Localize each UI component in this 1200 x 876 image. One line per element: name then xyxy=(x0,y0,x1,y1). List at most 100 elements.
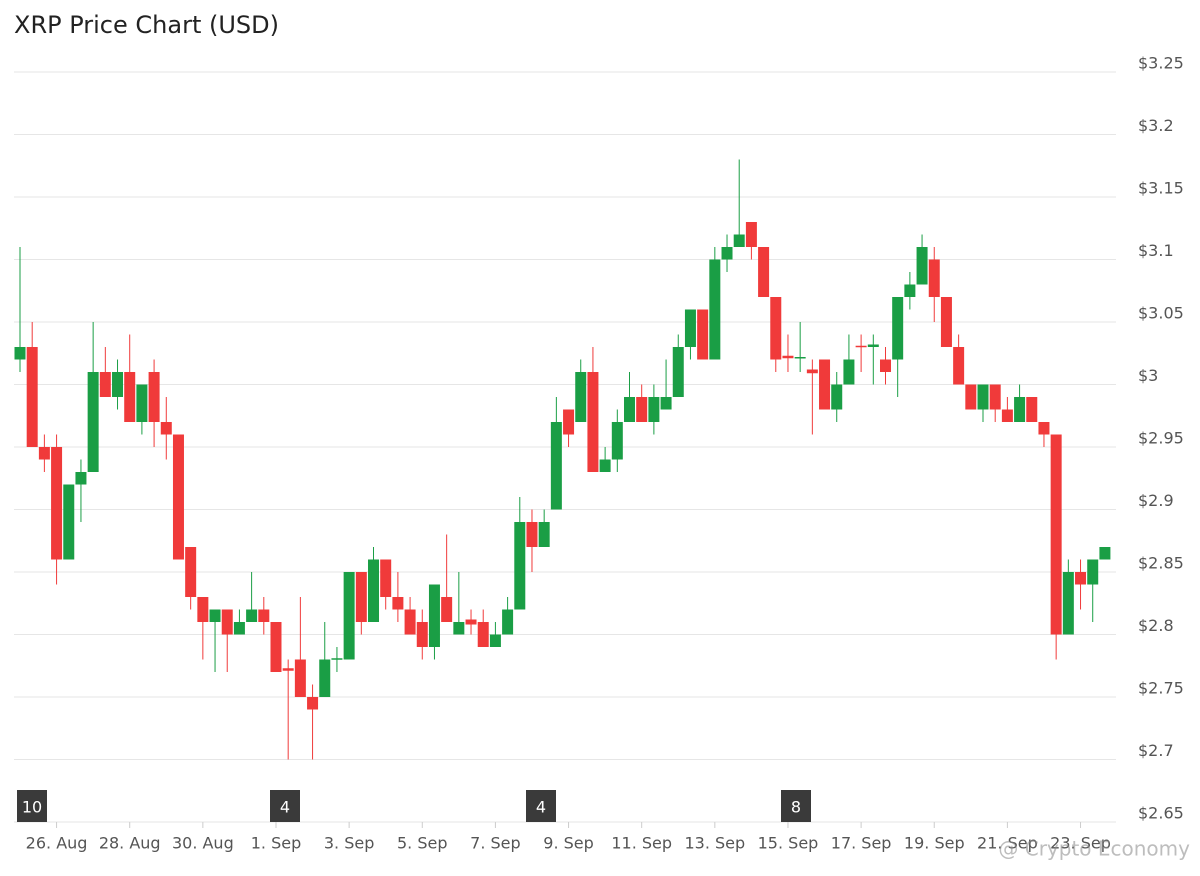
candle-body xyxy=(1014,397,1026,422)
candle-body xyxy=(806,369,818,374)
candle-body xyxy=(770,297,782,360)
x-tick-label: 3. Sep xyxy=(324,834,375,853)
candle-body xyxy=(63,484,75,560)
candle-body xyxy=(721,247,733,260)
candle-body xyxy=(270,622,282,672)
candle-body xyxy=(282,668,294,671)
event-marker-label: 10 xyxy=(22,798,42,817)
candle-body xyxy=(246,609,258,622)
candle-body xyxy=(51,447,63,560)
y-tick-label: $2.95 xyxy=(1138,429,1184,448)
candle-body xyxy=(794,357,806,359)
candle-body xyxy=(477,622,489,647)
x-tick-label: 17. Sep xyxy=(831,834,892,853)
candle-body xyxy=(294,659,306,697)
candle-body xyxy=(368,559,380,622)
candle-body xyxy=(124,372,136,422)
candle-body xyxy=(1050,434,1062,635)
candle-body xyxy=(136,384,148,422)
y-tick-label: $2.65 xyxy=(1138,804,1184,823)
candle-body xyxy=(38,447,50,460)
candle-body xyxy=(550,422,562,510)
candle-body xyxy=(1001,409,1013,422)
candle-body xyxy=(745,222,757,247)
event-marker xyxy=(270,790,300,822)
x-tick-label: 7. Sep xyxy=(470,834,521,853)
x-tick-label: 1. Sep xyxy=(251,834,302,853)
x-tick-label: 23. Sep xyxy=(1050,834,1111,853)
candle-body xyxy=(489,634,501,647)
candle-body xyxy=(867,344,879,347)
candle-body xyxy=(1062,572,1074,635)
x-tick-label: 26. Aug xyxy=(26,834,88,853)
candle-body xyxy=(624,397,635,422)
candle-body xyxy=(1075,572,1087,585)
x-tick-label: 19. Sep xyxy=(904,834,965,853)
candle-body xyxy=(465,619,477,625)
candle-body xyxy=(892,297,904,360)
y-tick-label: $2.85 xyxy=(1138,554,1184,573)
y-tick-label: $3.1 xyxy=(1138,241,1174,260)
candle-body xyxy=(209,609,221,622)
candle-body xyxy=(26,347,38,447)
x-tick-label: 11. Sep xyxy=(611,834,672,853)
candle-body xyxy=(1099,547,1111,560)
candle-body xyxy=(14,347,26,360)
candle-body xyxy=(879,359,891,372)
candle-body xyxy=(855,345,867,348)
y-tick-label: $2.9 xyxy=(1138,491,1174,510)
candle-body xyxy=(343,572,355,660)
candle-body xyxy=(953,347,965,385)
x-tick-label: 30. Aug xyxy=(172,834,234,853)
y-tick-label: $3.05 xyxy=(1138,304,1184,323)
candle-body xyxy=(160,422,172,435)
candle-body xyxy=(587,372,599,472)
candle-body xyxy=(148,372,160,422)
candle-body xyxy=(672,347,684,397)
candle-body xyxy=(172,434,184,560)
candle-body xyxy=(819,359,831,410)
candle-body xyxy=(1038,422,1050,435)
candle-body xyxy=(319,659,331,697)
candle-body xyxy=(928,259,940,297)
chart-title: XRP Price Chart (USD) xyxy=(14,11,279,39)
candle-body xyxy=(380,559,392,597)
candle-body xyxy=(112,372,124,397)
candle-body xyxy=(514,522,526,610)
candle-body xyxy=(453,622,465,635)
candle-body xyxy=(258,609,270,622)
x-tick-label: 9. Sep xyxy=(543,834,594,853)
event-marker-label: 4 xyxy=(280,798,290,817)
candle-body xyxy=(441,597,453,622)
candle-body xyxy=(416,622,428,647)
y-tick-label: $3.25 xyxy=(1138,54,1184,73)
candle-body xyxy=(563,409,575,435)
candle-body xyxy=(1026,397,1038,422)
y-tick-label: $2.8 xyxy=(1138,616,1174,635)
candle-body xyxy=(221,609,233,635)
candle-body xyxy=(331,658,343,660)
candle-body xyxy=(404,609,416,635)
x-tick-label: 5. Sep xyxy=(397,834,448,853)
candle-body xyxy=(599,459,611,472)
candle-body xyxy=(904,284,916,297)
candle-body xyxy=(977,384,989,410)
candle-body xyxy=(965,384,977,410)
watermark: @ Crypto Economy xyxy=(998,837,1190,861)
candle-body xyxy=(697,309,709,360)
candle-body xyxy=(660,397,672,410)
candle-body xyxy=(538,522,550,547)
candle-body xyxy=(916,247,928,285)
candle-body xyxy=(355,572,367,622)
candle-body xyxy=(843,359,855,385)
candle-body xyxy=(709,259,721,360)
candle-body xyxy=(428,584,440,647)
x-tick-label: 13. Sep xyxy=(684,834,745,853)
candle-body xyxy=(526,522,538,547)
candle-body xyxy=(575,372,587,422)
event-marker-label: 8 xyxy=(791,798,801,817)
candle-body xyxy=(989,384,1001,410)
candle-body xyxy=(87,372,99,472)
event-marker xyxy=(526,790,556,822)
